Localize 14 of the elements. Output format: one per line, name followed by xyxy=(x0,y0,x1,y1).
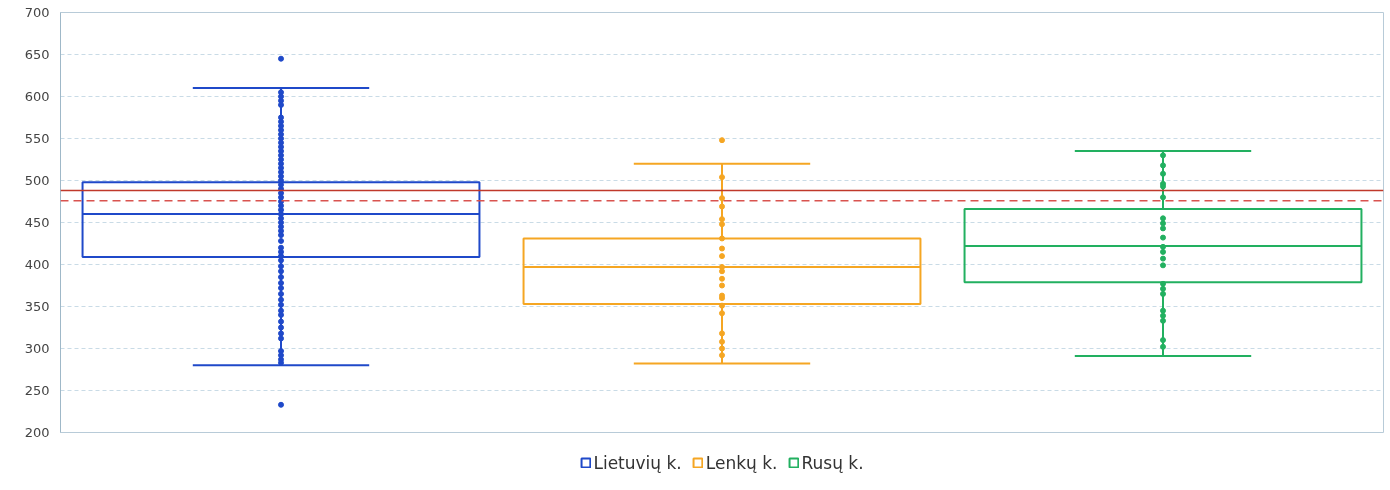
y-tick-label: 450 xyxy=(24,215,50,230)
y-tick-label: 500 xyxy=(24,173,50,188)
legend-label: Rusų k. xyxy=(801,452,864,473)
y-tick-label: 600 xyxy=(24,89,50,104)
legend-label: Lenkų k. xyxy=(705,452,778,473)
y-tick-label: 300 xyxy=(24,341,50,356)
y-tick-label: 550 xyxy=(24,131,50,146)
y-tick-label: 650 xyxy=(24,47,50,62)
legend-label: Lietuvių k. xyxy=(593,452,682,473)
y-tick-label: 700 xyxy=(24,5,50,20)
y-tick-label: 200 xyxy=(24,425,50,440)
y-tick-label: 400 xyxy=(24,257,50,272)
y-tick-label: 250 xyxy=(24,383,50,398)
y-tick-label: 350 xyxy=(24,299,50,314)
